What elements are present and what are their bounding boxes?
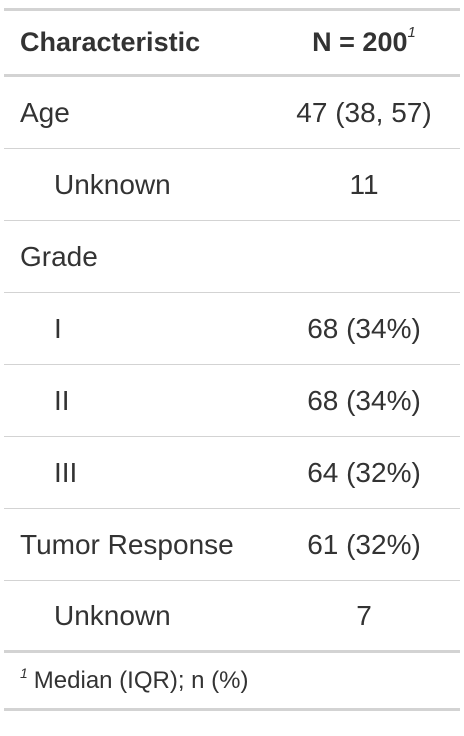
- row-label: I: [4, 313, 280, 345]
- header-n-label: N = 200: [312, 27, 407, 57]
- row-value: 68 (34%): [280, 385, 460, 417]
- table-row-age: Age 47 (38, 57): [4, 77, 460, 149]
- table-footnote: 1 Median (IQR); n (%): [4, 653, 460, 711]
- row-value: 11: [280, 169, 460, 201]
- header-n-footnote-mark: 1: [407, 24, 415, 41]
- table-header-row: Characteristic N = 2001: [4, 11, 460, 77]
- row-label: Age: [4, 97, 280, 129]
- row-label: Unknown: [4, 600, 280, 632]
- header-n: N = 2001: [280, 27, 460, 58]
- row-label: Grade: [4, 241, 280, 273]
- row-value: 47 (38, 57): [280, 97, 460, 129]
- row-label: III: [4, 457, 280, 489]
- row-label: Tumor Response: [4, 529, 280, 561]
- row-value: 68 (34%): [280, 313, 460, 345]
- row-value: 64 (32%): [280, 457, 460, 489]
- table-row-age-unknown: Unknown 11: [4, 149, 460, 221]
- table-row-grade-ii: II 68 (34%): [4, 365, 460, 437]
- footnote-mark: 1: [20, 665, 28, 681]
- row-label: Unknown: [4, 169, 280, 201]
- table-row-grade-iii: III 64 (32%): [4, 437, 460, 509]
- table-row-tumor-response: Tumor Response 61 (32%): [4, 509, 460, 581]
- table-row-grade: Grade: [4, 221, 460, 293]
- header-characteristic: Characteristic: [4, 27, 280, 58]
- row-value: 7: [280, 600, 460, 632]
- footnote-text: Median (IQR); n (%): [34, 667, 249, 695]
- table-row-grade-i: I 68 (34%): [4, 293, 460, 365]
- table-row-response-unknown: Unknown 7: [4, 581, 460, 653]
- row-value: 61 (32%): [280, 529, 460, 561]
- row-label: II: [4, 385, 280, 417]
- summary-table: Characteristic N = 2001 Age 47 (38, 57) …: [4, 8, 460, 711]
